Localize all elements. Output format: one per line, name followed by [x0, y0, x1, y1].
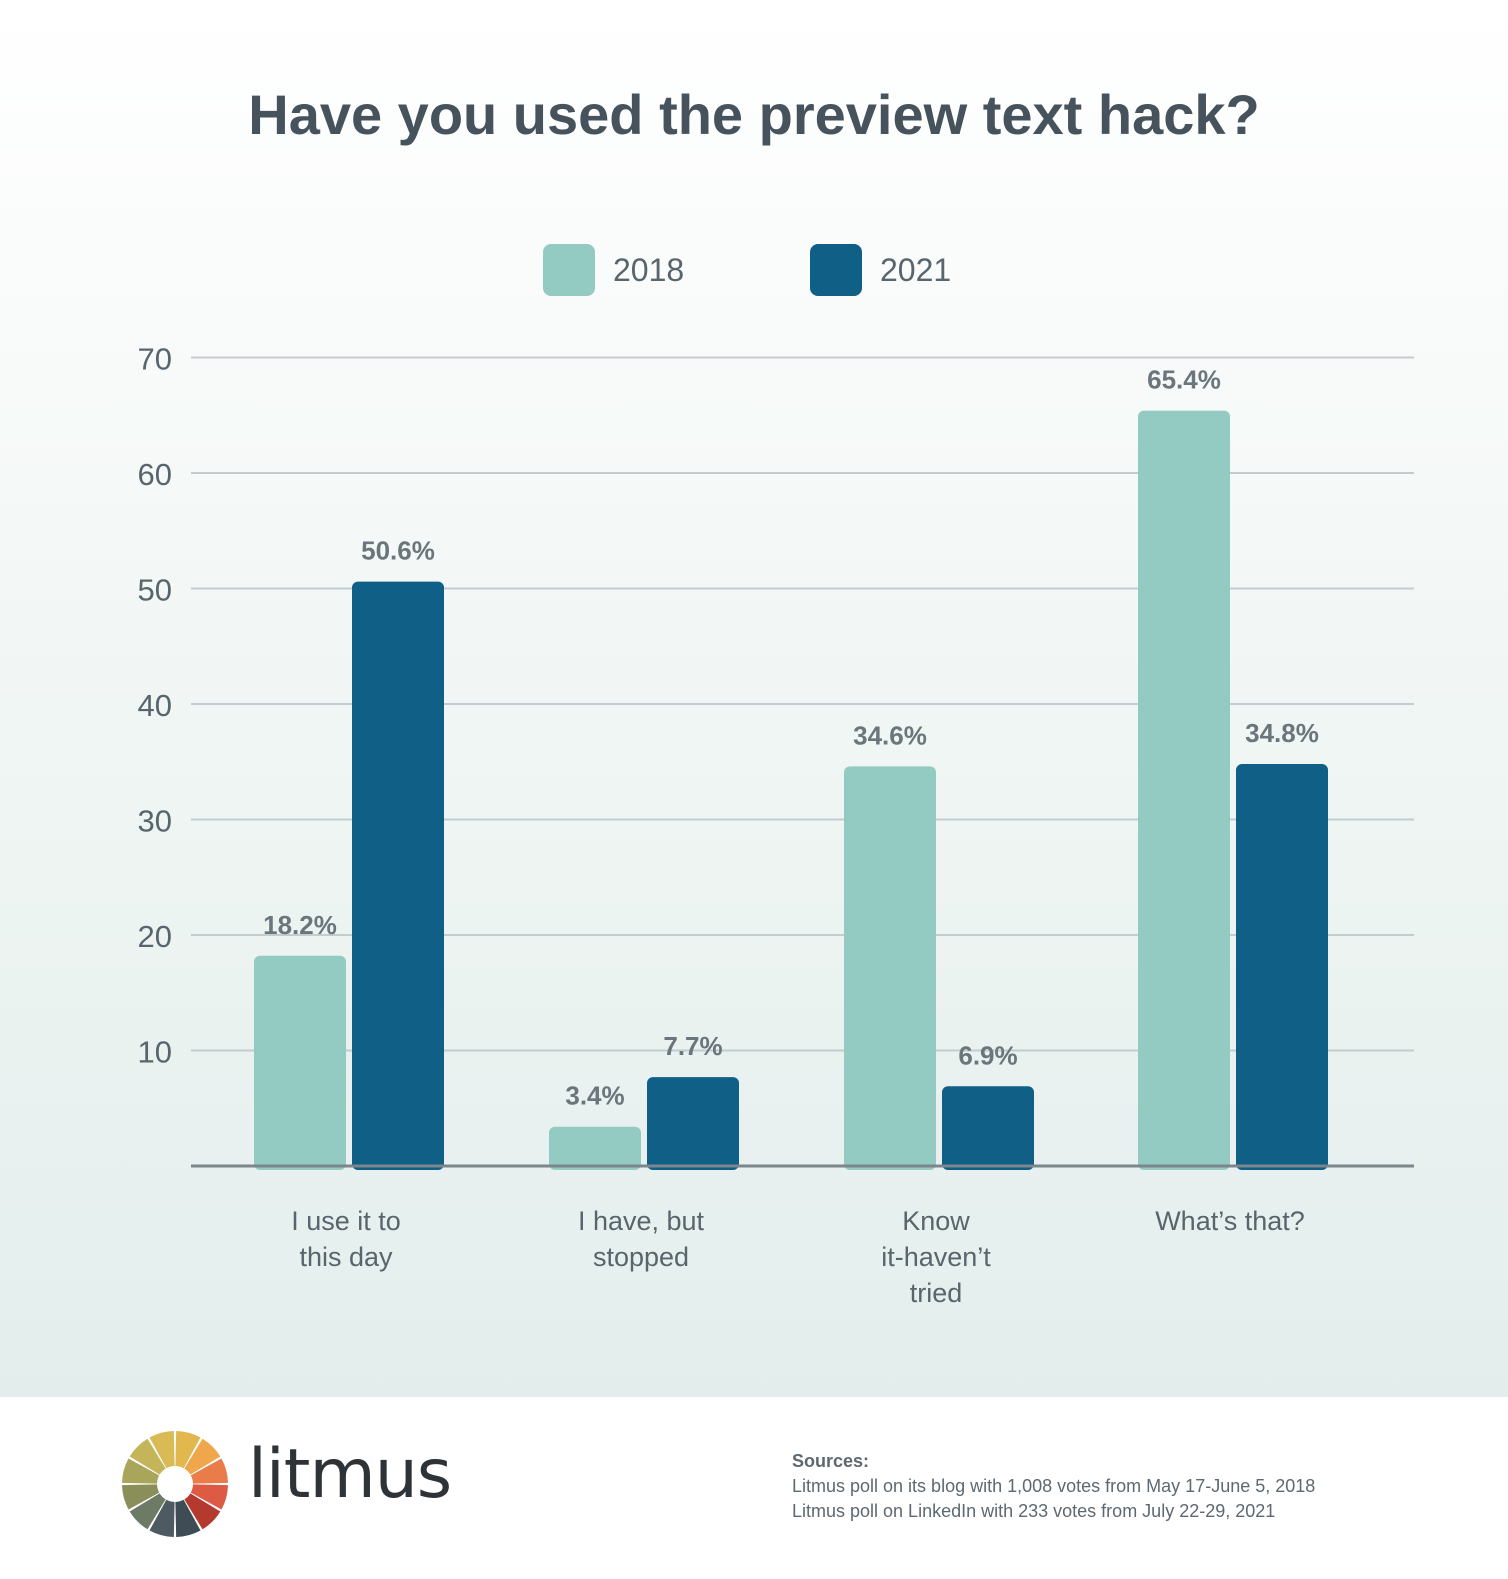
data-label: 18.2%	[263, 910, 337, 940]
sources-block: Sources: Litmus poll on its blog with 1,…	[792, 1449, 1315, 1524]
sources-heading: Sources:	[792, 1451, 870, 1471]
legend-swatch-2018	[543, 244, 595, 296]
x-category-label: Know	[902, 1206, 970, 1236]
data-label: 34.8%	[1245, 718, 1319, 748]
logo-wheel-segment	[129, 1438, 166, 1475]
data-label: 3.4%	[565, 1081, 624, 1111]
logo-wheel-segment	[175, 1499, 201, 1537]
y-tick-label: 20	[138, 919, 172, 954]
y-tick-label: 30	[138, 804, 172, 839]
legend-swatch-2021	[810, 244, 862, 296]
y-tick-label: 10	[138, 1035, 172, 1070]
y-tick-label: 70	[138, 342, 172, 377]
bar-2021-0	[352, 581, 444, 1170]
data-label: 50.6%	[361, 536, 435, 566]
y-tick-label: 50	[138, 573, 172, 608]
x-category-label: stopped	[593, 1242, 689, 1272]
litmus-logo-text: litmus	[248, 1435, 452, 1514]
legend-label-2021: 2021	[880, 252, 952, 288]
chart-title: Have you used the preview text hack?	[248, 83, 1260, 146]
chart-panel: Have you used the preview text hack? 201…	[0, 0, 1508, 1397]
bar-2018-2	[844, 766, 936, 1170]
source-line: Litmus poll on LinkedIn with 233 votes f…	[792, 1501, 1276, 1521]
bar-2018-1	[549, 1126, 641, 1170]
legend-label-2018: 2018	[613, 252, 685, 288]
bar-2021-1	[647, 1077, 739, 1170]
y-tick-label: 60	[138, 457, 172, 492]
logo-wheel-segment	[175, 1431, 201, 1469]
data-label: 7.7%	[663, 1031, 722, 1061]
bar-2021-2	[942, 1086, 1034, 1170]
y-tick-label: 40	[138, 688, 172, 723]
x-category-label: I use it to	[291, 1206, 401, 1236]
logo-wheel-segment	[129, 1493, 166, 1530]
logo-wheel-segment	[122, 1484, 160, 1510]
data-label: 6.9%	[958, 1040, 1017, 1070]
x-category-label: this day	[299, 1242, 393, 1272]
logo-wheel-segment	[149, 1499, 175, 1537]
logo-wheel-segment	[190, 1458, 228, 1484]
logo-wheel-segment	[184, 1493, 221, 1530]
data-label: 65.4%	[1147, 365, 1221, 395]
source-line: Litmus poll on its blog with 1,008 votes…	[792, 1476, 1316, 1496]
bar-chart: 10 20 30 40 50 60 70 18.2% 3.4% 34.6% 65.4% 50.6% 7.…	[138, 342, 1414, 1308]
x-category-label: tried	[910, 1278, 963, 1308]
bar-2018-3	[1138, 410, 1230, 1170]
logo-wheel-segment	[190, 1484, 228, 1510]
litmus-color-wheel-icon	[122, 1431, 228, 1537]
data-label: 34.6%	[853, 720, 927, 750]
x-category-label: it-haven’t	[881, 1242, 991, 1272]
footer: litmus Sources: Litmus poll on its blog …	[0, 1397, 1508, 1579]
bar-2018-0	[254, 955, 346, 1170]
x-category-label: I have, but	[578, 1206, 705, 1236]
x-category-label: What’s that?	[1155, 1206, 1305, 1236]
bar-2021-3	[1236, 764, 1328, 1170]
logo-wheel-segment	[122, 1458, 160, 1484]
logo-wheel-segment	[184, 1438, 221, 1475]
logo-wheel-segment	[149, 1431, 175, 1469]
